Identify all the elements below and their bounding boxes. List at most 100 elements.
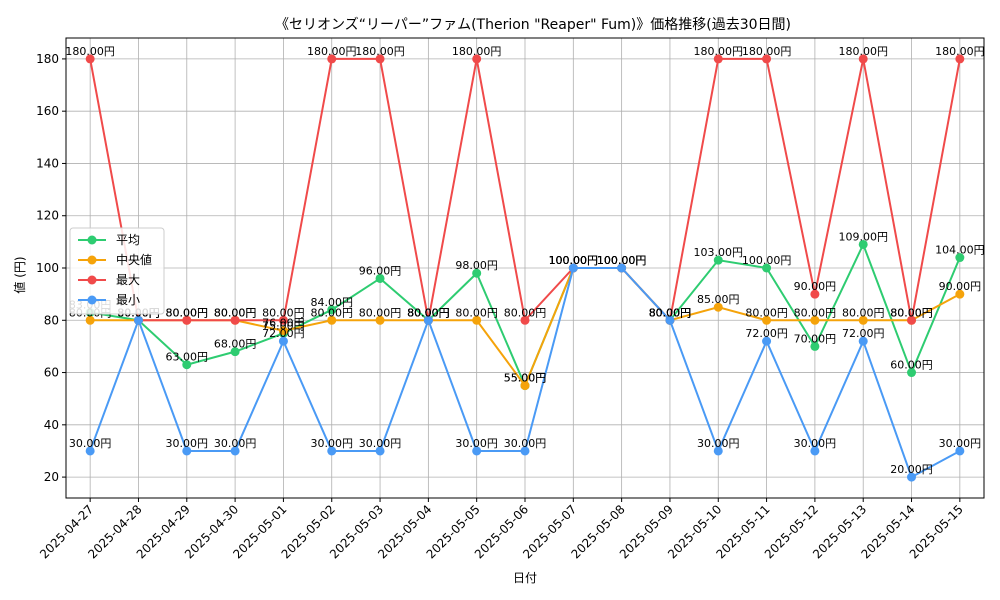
data-label: 80.00円 <box>166 306 209 319</box>
data-label: 55.00円 <box>504 372 547 385</box>
chart-title: 《セリオンズ“リーパー”ファム(Therion "Reaper" Fum)》価格… <box>275 17 791 33</box>
data-label: 30.00円 <box>69 437 112 450</box>
data-point <box>182 315 192 325</box>
data-point <box>327 54 337 64</box>
data-label: 30.00円 <box>214 437 257 450</box>
data-label: 20.00円 <box>890 463 933 476</box>
data-label: 80.00円 <box>407 306 450 319</box>
data-point <box>85 315 95 325</box>
y-tick-label: 100 <box>36 261 59 275</box>
data-label: 63.00円 <box>166 351 209 364</box>
data-point <box>810 289 820 299</box>
data-point <box>568 263 578 273</box>
data-label: 72.00円 <box>842 327 885 340</box>
data-label: 80.00円 <box>310 306 353 319</box>
y-tick-label: 180 <box>36 52 59 66</box>
data-point <box>375 54 385 64</box>
data-label: 180.00円 <box>935 45 985 58</box>
data-label: 80.00円 <box>455 306 498 319</box>
data-label: 80.00円 <box>407 306 450 319</box>
data-label: 100.00円 <box>597 254 647 267</box>
data-label: 80.00円 <box>359 306 402 319</box>
legend-box <box>69 227 165 315</box>
y-tick-label: 140 <box>36 156 59 170</box>
data-label: 80.00円 <box>214 306 257 319</box>
legend-swatch-marker <box>87 275 97 285</box>
data-point <box>810 315 820 325</box>
data-point <box>955 54 965 64</box>
data-point <box>810 341 820 351</box>
data-point <box>955 446 965 456</box>
data-point <box>182 446 192 456</box>
data-label: 80.00円 <box>890 306 933 319</box>
data-point <box>665 315 675 325</box>
data-label: 180.00円 <box>355 45 405 58</box>
data-label: 100.00円 <box>597 254 647 267</box>
data-point <box>617 263 627 273</box>
data-label: 100.00円 <box>742 254 792 267</box>
data-point <box>762 263 772 273</box>
data-label: 109.00円 <box>838 230 888 243</box>
data-point <box>472 268 482 278</box>
data-label: 103.00円 <box>694 246 744 259</box>
data-point <box>230 446 240 456</box>
data-label: 80.00円 <box>745 306 788 319</box>
data-label: 80.00円 <box>890 306 933 319</box>
data-point <box>472 54 482 64</box>
data-point <box>230 315 240 325</box>
data-label: 180.00円 <box>838 45 888 58</box>
y-tick-label: 20 <box>44 470 59 484</box>
data-label: 30.00円 <box>166 437 209 450</box>
series-group <box>85 54 965 482</box>
data-point <box>762 315 772 325</box>
data-label: 60.00円 <box>890 359 933 372</box>
legend-label: 最小 <box>116 293 140 307</box>
data-label: 180.00円 <box>694 45 744 58</box>
data-point <box>85 54 95 64</box>
data-label: 100.00円 <box>549 254 599 267</box>
data-point <box>713 54 723 64</box>
data-label: 76.00円 <box>262 317 305 330</box>
y-tick-label: 160 <box>36 104 59 118</box>
data-label: 30.00円 <box>939 437 982 450</box>
x-axis-label: 日付 <box>513 571 537 585</box>
data-label: 72.00円 <box>262 327 305 340</box>
data-point <box>327 446 337 456</box>
data-point <box>327 305 337 315</box>
data-label: 30.00円 <box>359 437 402 450</box>
data-label: 80.00円 <box>842 306 885 319</box>
legend-swatch-marker <box>87 295 97 305</box>
data-point <box>278 315 288 325</box>
legend-label: 平均 <box>116 233 140 247</box>
y-tick-label: 60 <box>44 366 59 380</box>
data-label: 80.00円 <box>262 306 305 319</box>
data-label: 84.00円 <box>310 296 353 309</box>
data-label: 72.00円 <box>745 327 788 340</box>
data-label: 180.00円 <box>307 45 357 58</box>
data-label: 98.00円 <box>455 259 498 272</box>
data-point <box>520 446 530 456</box>
data-label: 80.00円 <box>214 306 257 319</box>
data-point <box>520 381 530 391</box>
data-label: 55.00円 <box>504 372 547 385</box>
data-point <box>375 446 385 456</box>
legend-label: 中央値 <box>116 252 152 267</box>
grid <box>66 38 984 498</box>
data-label: 80.00円 <box>649 306 692 319</box>
data-label: 90.00円 <box>939 280 982 293</box>
legend-swatch-marker <box>87 255 97 265</box>
data-point <box>955 253 965 263</box>
data-label: 100.00円 <box>549 254 599 267</box>
data-label: 80.00円 <box>504 306 547 319</box>
series-1 <box>85 239 965 391</box>
data-point <box>182 360 192 370</box>
data-point <box>423 315 433 325</box>
data-label: 100.00円 <box>549 254 599 267</box>
data-label: 90.00円 <box>794 280 837 293</box>
data-point <box>907 368 917 378</box>
data-point <box>520 315 530 325</box>
legend-label: 最大 <box>116 273 140 287</box>
data-point <box>133 315 143 325</box>
